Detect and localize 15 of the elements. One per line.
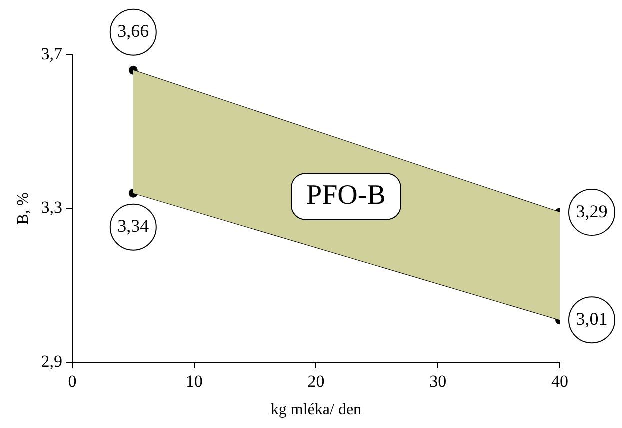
x-tick-label: 0 xyxy=(68,372,77,392)
x-tick-label: 20 xyxy=(308,372,325,392)
y-tick-label: 2,9 xyxy=(41,352,62,371)
y-axis-title: B, % xyxy=(14,192,32,225)
data-label: 3,66 xyxy=(118,21,150,42)
y-tick-label: 3,3 xyxy=(41,198,62,218)
x-tick-label: 10 xyxy=(186,372,203,392)
data-label: 3,29 xyxy=(576,201,608,222)
x-axis-title: kg mléka/ den xyxy=(270,402,362,419)
data-label: 3,34 xyxy=(118,216,150,236)
annotation: PFO-B xyxy=(306,180,386,212)
y-tick-label: 3,7 xyxy=(41,44,63,64)
x-tick-label: 40 xyxy=(552,372,568,392)
data-label: 3,01 xyxy=(576,308,608,329)
x-tick-label: 30 xyxy=(430,372,447,392)
